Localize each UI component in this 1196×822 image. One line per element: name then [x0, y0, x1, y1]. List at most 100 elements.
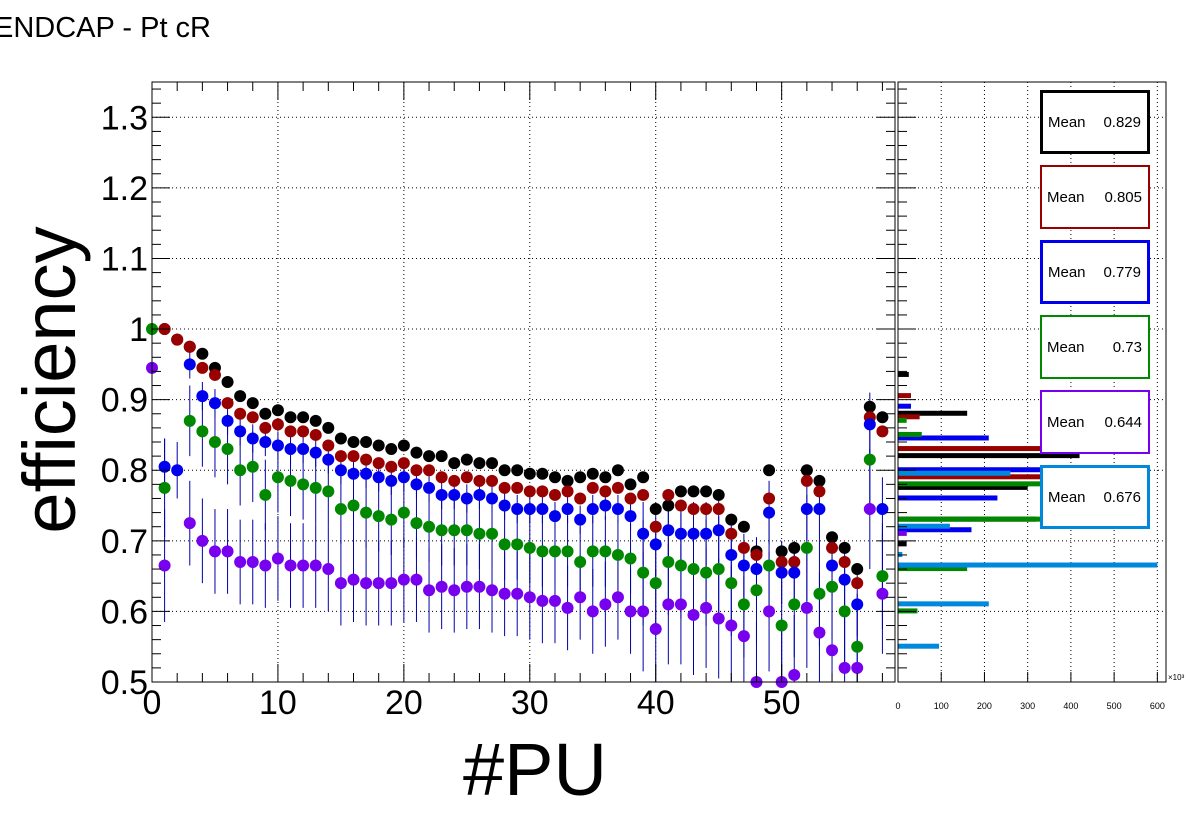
data-point-green — [788, 598, 801, 611]
data-point-black — [297, 411, 310, 424]
stat-label: Mean — [1047, 338, 1085, 356]
data-point-red — [800, 474, 813, 487]
data-point-purple — [725, 619, 738, 632]
data-point-blue — [322, 453, 335, 466]
hist-exponent: ×10³ — [1168, 673, 1185, 682]
data-point-purple — [523, 591, 536, 604]
data-point-red — [712, 503, 725, 516]
data-point-black — [448, 457, 461, 470]
hist-bar — [898, 562, 1158, 568]
data-point-green — [750, 584, 763, 597]
hist-bar — [898, 403, 911, 409]
stat-label: Mean — [1048, 113, 1086, 131]
data-point-black — [548, 471, 561, 484]
data-point-blue — [750, 563, 763, 576]
data-point-red — [486, 474, 499, 487]
data-point-purple — [763, 605, 776, 618]
hist-x-tick-label: 600 — [1150, 701, 1165, 711]
data-point-green — [284, 474, 297, 487]
data-point-purple — [196, 534, 209, 547]
data-point-black — [649, 503, 662, 516]
data-point-green — [649, 577, 662, 590]
data-point-purple — [536, 594, 549, 607]
x-axis-title: #PU — [463, 728, 607, 811]
data-point-purple — [586, 605, 599, 618]
data-point-red — [297, 425, 310, 438]
hist-bar — [898, 371, 909, 377]
data-point-red — [385, 460, 398, 473]
data-point-purple — [624, 605, 637, 618]
data-point-purple — [863, 503, 876, 516]
data-point-red — [548, 488, 561, 501]
data-point-blue — [410, 478, 423, 491]
data-point-blue — [863, 418, 876, 431]
data-point-green — [863, 453, 876, 466]
data-point-black — [309, 414, 322, 427]
data-point-red — [813, 485, 826, 498]
data-point-green — [876, 570, 889, 583]
data-point-green — [599, 545, 612, 558]
data-point-blue — [221, 414, 234, 427]
data-point-purple — [322, 563, 335, 576]
data-point-black — [460, 453, 473, 466]
hist-bar — [898, 414, 920, 420]
data-point-green — [385, 513, 398, 526]
data-point-black — [599, 471, 612, 484]
data-point-purple — [347, 573, 360, 586]
data-point-green — [435, 524, 448, 537]
data-point-purple — [826, 644, 839, 657]
data-point-red — [183, 340, 196, 353]
data-point-red — [649, 520, 662, 533]
data-point-purple — [876, 587, 889, 600]
data-point-red — [876, 425, 889, 438]
data-point-purple — [788, 668, 801, 681]
data-point-black — [397, 439, 410, 452]
data-point-red — [208, 368, 221, 381]
data-point-red — [838, 556, 851, 568]
data-point-red — [750, 548, 763, 561]
data-point-green — [486, 527, 499, 540]
data-point-purple — [309, 559, 322, 572]
stat-mean-value: 0.73 — [1112, 338, 1142, 356]
data-point-blue — [208, 397, 221, 410]
data-point-blue — [246, 432, 259, 445]
plot-frame — [151, 81, 896, 683]
data-point-green — [813, 587, 826, 600]
data-point-green — [271, 471, 284, 484]
data-point-red — [271, 418, 284, 431]
data-point-green — [548, 545, 561, 558]
axes-frame — [151, 81, 1167, 683]
data-point-black — [561, 474, 574, 487]
data-point-red — [775, 556, 788, 568]
y-tick-label: 1 — [129, 311, 148, 349]
data-point-black — [511, 464, 524, 477]
data-point-green — [763, 559, 776, 572]
data-point-green — [511, 538, 524, 551]
data-point-blue — [271, 439, 284, 452]
data-point-blue — [347, 467, 360, 480]
data-point-green — [637, 566, 650, 579]
data-point-blue — [813, 503, 826, 516]
data-point-blue — [423, 481, 436, 494]
stat-box-green: Mean 0.73 — [1040, 315, 1150, 379]
data-point-blue — [788, 566, 801, 579]
data-point-green — [297, 478, 310, 491]
stat-box-blue: Mean 0.779 — [1040, 240, 1150, 304]
stat-label: Mean — [1048, 488, 1086, 506]
hist-bar — [898, 643, 940, 649]
data-point-purple — [700, 601, 713, 614]
data-point-purple — [662, 598, 675, 611]
data-point-green — [561, 545, 574, 558]
data-point-black — [334, 432, 347, 445]
data-point-blue — [259, 436, 272, 448]
data-point-red — [423, 464, 436, 477]
data-point-blue — [649, 538, 662, 551]
hist-bar — [898, 410, 968, 416]
data-point-red — [259, 421, 272, 434]
data-point-blue — [196, 390, 209, 403]
data-point-green — [536, 545, 549, 558]
x-tick-label: 10 — [259, 684, 297, 722]
data-point-purple — [208, 545, 221, 558]
data-point-purple — [599, 598, 612, 611]
data-point-green — [196, 425, 209, 438]
